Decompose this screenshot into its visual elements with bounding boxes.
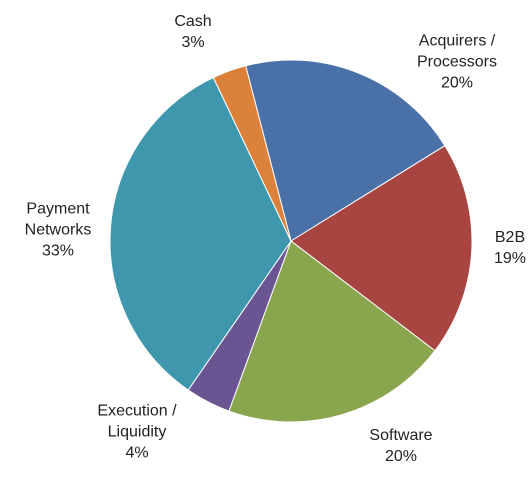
- slice-label: Acquirers / Processors 20%: [402, 31, 512, 94]
- value-label: 4%: [125, 444, 149, 462]
- pie-slice: [245, 59, 446, 242]
- category-name: Execution / Liquidity: [97, 402, 177, 441]
- slice-label: Execution / Liquidity 4%: [82, 401, 192, 464]
- slice-label: Software 20%: [356, 425, 446, 467]
- pie-slice: [290, 145, 473, 352]
- value-label: 19%: [493, 250, 527, 267]
- category-name: Cash: [174, 13, 212, 30]
- pie-slice: [212, 65, 292, 242]
- category-name: Acquirers / Processors: [416, 32, 498, 71]
- slice-label: Cash 3%: [163, 11, 223, 53]
- category-name: Payment Networks: [24, 200, 92, 239]
- pie-slice: [109, 76, 292, 391]
- pie-slice: [228, 240, 436, 423]
- value-label: 20%: [440, 74, 474, 92]
- value-label: 3%: [181, 34, 205, 51]
- category-name: Software: [369, 427, 433, 444]
- category-name: B2B: [494, 229, 526, 246]
- value-label: 33%: [41, 242, 75, 260]
- value-label: 20%: [384, 448, 418, 465]
- slice-label: B2B 19%: [480, 227, 530, 269]
- slice-label: Payment Networks 33%: [13, 199, 103, 262]
